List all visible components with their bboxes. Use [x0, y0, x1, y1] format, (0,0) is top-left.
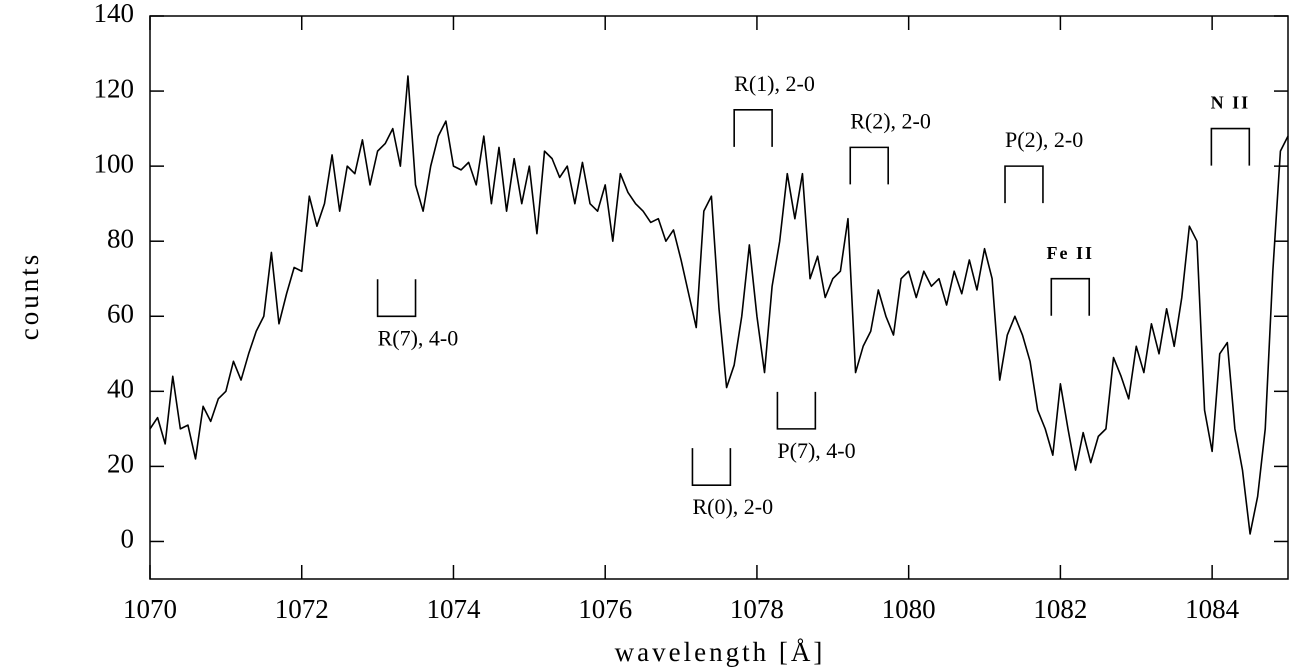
spectrum-line — [149, 75, 1289, 535]
line-marker: R(2), 2-0 — [849, 108, 931, 185]
line-marker: P(2), 2-0 — [1004, 127, 1083, 204]
line-marker: N II — [1210, 93, 1251, 166]
marker-label: R(1), 2-0 — [734, 71, 815, 96]
marker-label: R(0), 2-0 — [692, 494, 773, 519]
line-marker: R(7), 4-0 — [376, 279, 459, 350]
y-tick-label: 40 — [107, 374, 134, 404]
line-marker: R(0), 2-0 — [691, 448, 773, 519]
marker-label: Fe II — [1047, 243, 1095, 263]
marker-label: P(7), 4-0 — [777, 438, 855, 463]
marker-label: N II — [1211, 93, 1251, 113]
marker-bracket — [776, 391, 817, 430]
y-tick-label: 100 — [94, 148, 135, 178]
line-marker: R(1), 2-0 — [733, 71, 815, 147]
y-tick-label: 20 — [107, 449, 134, 479]
y-tick-label: 60 — [107, 298, 134, 328]
x-tick-label: 1074 — [426, 594, 481, 624]
y-tick-label: 140 — [94, 0, 135, 28]
marker-bracket — [376, 279, 417, 318]
marker-label: P(2), 2-0 — [1005, 127, 1083, 152]
marker-bracket — [691, 448, 732, 486]
x-tick-label: 1076 — [578, 594, 632, 624]
y-axis-label: counts — [14, 252, 44, 341]
marker-label: R(2), 2-0 — [850, 108, 931, 133]
line-marker: Fe II — [1047, 243, 1095, 316]
marker-bracket — [733, 109, 773, 147]
x-tick-label: 1080 — [882, 594, 936, 624]
y-tick-label: 120 — [94, 73, 135, 103]
marker-bracket — [1210, 127, 1251, 166]
x-tick-label: 1082 — [1033, 594, 1087, 624]
marker-bracket — [849, 146, 889, 185]
x-tick-label: 1072 — [275, 594, 329, 624]
line-marker: P(7), 4-0 — [776, 391, 856, 463]
x-tick-label: 1070 — [123, 594, 177, 624]
y-tick-label: 80 — [107, 223, 134, 253]
x-tick-label: 1084 — [1185, 594, 1240, 624]
x-axis-label: wavelength [Å] — [615, 637, 826, 667]
marker-label: R(7), 4-0 — [378, 325, 459, 350]
marker-bracket — [1004, 165, 1044, 204]
y-tick-label: 0 — [121, 524, 135, 554]
plot-frame — [149, 15, 1289, 580]
x-tick-label: 1078 — [730, 594, 784, 624]
marker-bracket — [1050, 277, 1091, 316]
